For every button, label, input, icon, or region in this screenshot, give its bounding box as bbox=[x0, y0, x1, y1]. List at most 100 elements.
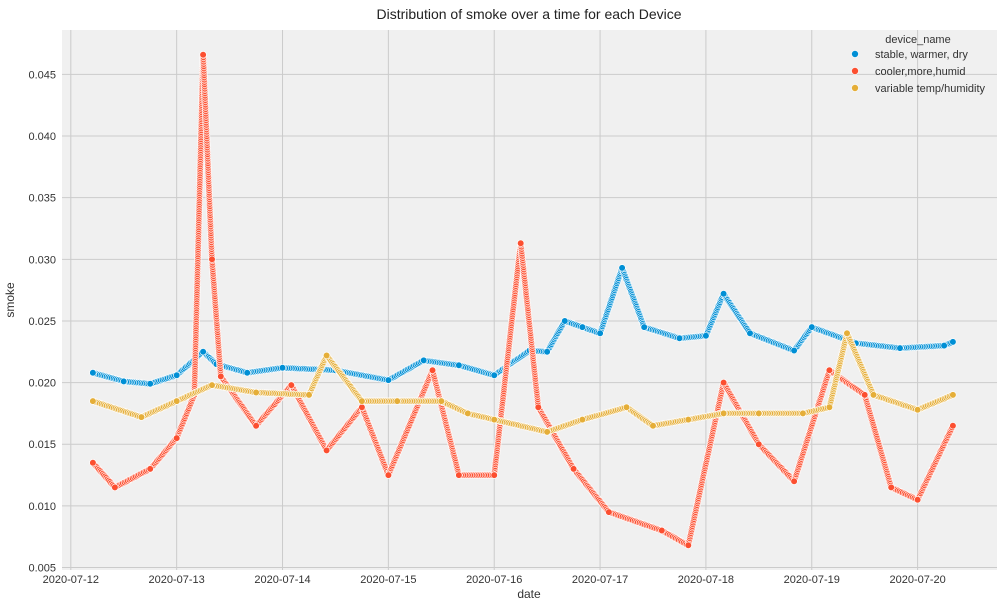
legend-marker bbox=[851, 84, 859, 92]
x-tick-label: 2020-07-15 bbox=[360, 574, 416, 586]
scatter-point bbox=[799, 409, 807, 418]
x-axis-ticks: 2020-07-12 2020-07-13 2020-07-14 2020-07-15… bbox=[43, 574, 946, 586]
scatter-point bbox=[578, 323, 587, 331]
scatter-point bbox=[825, 403, 834, 411]
scatter-point bbox=[675, 334, 684, 342]
scatter-point bbox=[323, 351, 331, 360]
scatter-point bbox=[358, 403, 366, 411]
y-tick-label: 0.010 bbox=[28, 501, 56, 513]
scatter-point bbox=[287, 381, 295, 389]
scatter-point bbox=[640, 323, 648, 331]
scatter-point bbox=[861, 391, 869, 399]
y-tick-label: 0.005 bbox=[28, 563, 56, 575]
x-tick-label: 2020-07-18 bbox=[678, 574, 734, 586]
scatter-point bbox=[199, 348, 207, 356]
scatter-point bbox=[120, 377, 128, 386]
x-tick-label: 2020-07-19 bbox=[784, 574, 840, 586]
scatter-point bbox=[111, 483, 119, 492]
legend-title: device_name bbox=[885, 34, 950, 46]
scatter-point bbox=[437, 397, 445, 405]
scatter-point bbox=[949, 338, 957, 346]
scatter-point bbox=[490, 416, 498, 424]
x-tick-label: 2020-07-17 bbox=[572, 574, 628, 586]
scatter-point bbox=[561, 317, 569, 325]
scatter-point bbox=[305, 391, 313, 399]
scatter-point bbox=[746, 329, 754, 337]
scatter-point bbox=[843, 329, 851, 337]
scatter-point bbox=[384, 376, 393, 384]
x-axis-label: date bbox=[517, 587, 541, 601]
scatter-point bbox=[534, 403, 542, 411]
chart-title: Distribution of smoke over a time for ea… bbox=[376, 6, 681, 22]
scatter-point bbox=[420, 356, 428, 365]
scatter-point bbox=[146, 465, 154, 473]
scatter-point bbox=[605, 508, 613, 516]
scatter-point bbox=[278, 364, 287, 372]
y-tick-label: 0.025 bbox=[28, 316, 56, 328]
scatter-point bbox=[173, 434, 181, 442]
scatter-point bbox=[490, 471, 498, 479]
scatter-point bbox=[790, 477, 798, 485]
scatter-point bbox=[702, 332, 710, 340]
scatter-point bbox=[543, 348, 551, 356]
scatter-point bbox=[208, 381, 216, 389]
y-tick-label: 0.035 bbox=[28, 193, 56, 205]
scatter-point bbox=[949, 422, 957, 430]
legend-entry: stable, warmer, dry bbox=[875, 49, 968, 61]
scatter-point bbox=[719, 290, 728, 298]
scatter-point bbox=[949, 391, 957, 399]
scatter-point bbox=[217, 372, 225, 381]
scatter-point bbox=[208, 255, 216, 263]
scatter-point bbox=[913, 406, 922, 414]
legend-entry: cooler,more,humid bbox=[875, 66, 966, 78]
legend-entry: variable temp/humidity bbox=[875, 83, 986, 95]
legend-marker bbox=[851, 67, 859, 75]
y-tick-label: 0.015 bbox=[28, 439, 56, 451]
scatter-point bbox=[464, 409, 472, 418]
x-tick-label: 2020-07-14 bbox=[254, 574, 310, 586]
scatter-point bbox=[384, 471, 393, 479]
scatter-point bbox=[89, 369, 97, 377]
series-layer bbox=[89, 51, 957, 549]
scatter-point bbox=[543, 428, 551, 436]
x-tick-label: 2020-07-13 bbox=[149, 574, 205, 586]
scatter-point bbox=[658, 526, 666, 535]
scatter-point bbox=[146, 380, 154, 388]
scatter-point bbox=[887, 483, 895, 492]
scatter-point bbox=[243, 369, 251, 377]
scatter-point bbox=[755, 409, 763, 418]
scatter-point bbox=[869, 391, 878, 399]
y-tick-label: 0.030 bbox=[28, 254, 56, 266]
scatter-point bbox=[569, 465, 578, 473]
scatter-point bbox=[428, 366, 437, 374]
scatter-point bbox=[755, 440, 763, 448]
scatter-point bbox=[825, 366, 834, 374]
scatter-point bbox=[455, 361, 463, 369]
scatter-point bbox=[252, 388, 260, 397]
legend-marker bbox=[851, 50, 859, 58]
scatter-point bbox=[596, 329, 604, 337]
scatter-point bbox=[649, 422, 657, 430]
scatter-point bbox=[173, 397, 181, 405]
y-axis-label: smoke bbox=[3, 282, 17, 318]
scatter-point bbox=[618, 264, 626, 272]
scatter-point bbox=[89, 459, 97, 467]
scatter-point bbox=[719, 379, 728, 387]
y-tick-label: 0.045 bbox=[28, 69, 56, 81]
scatter-point bbox=[323, 446, 331, 455]
y-axis-ticks: 0.005 0.010 0.015 0.020 0.025 0.030 0.035 0.040… bbox=[28, 69, 56, 574]
scatter-point bbox=[199, 51, 207, 59]
scatter-point bbox=[578, 416, 587, 424]
scatter-point bbox=[455, 471, 463, 479]
scatter-point bbox=[622, 403, 631, 411]
x-tick-label: 2020-07-16 bbox=[466, 574, 522, 586]
scatter-point bbox=[252, 422, 260, 430]
scatter-point bbox=[173, 371, 181, 379]
y-tick-label: 0.040 bbox=[28, 131, 56, 143]
scatter-point bbox=[358, 397, 366, 405]
scatter-point bbox=[940, 342, 948, 350]
scatter-point bbox=[393, 397, 401, 405]
scatter-point bbox=[790, 346, 798, 355]
